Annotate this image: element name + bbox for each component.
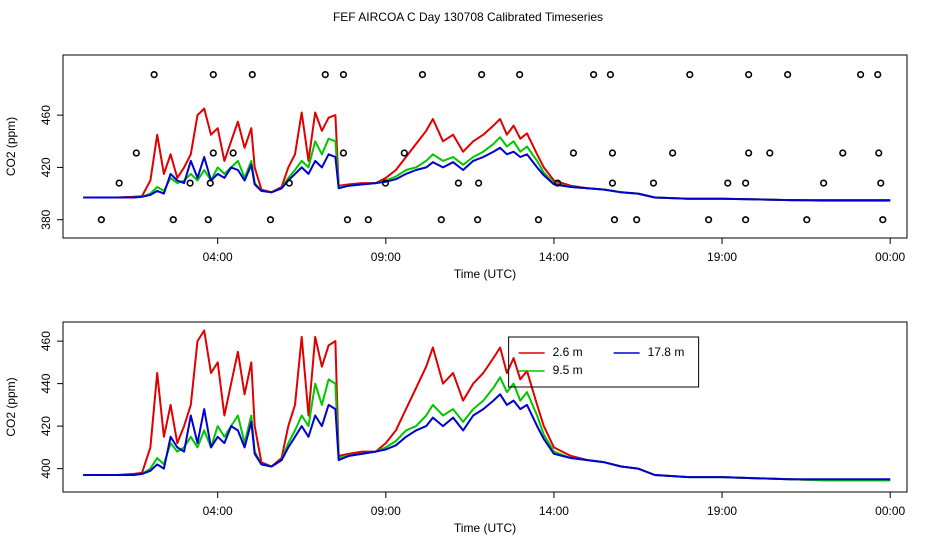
legend-box bbox=[508, 336, 700, 388]
y-tick-label: 460 bbox=[39, 105, 53, 125]
legend-label: 2.6 m bbox=[553, 345, 583, 359]
flag-point bbox=[608, 179, 617, 187]
flag-point bbox=[766, 149, 774, 157]
y-tick-label: 460 bbox=[39, 331, 53, 351]
flag-point bbox=[534, 216, 543, 224]
x-tick-label: 14:00 bbox=[539, 504, 569, 518]
flag-point bbox=[343, 216, 352, 224]
flag-point bbox=[569, 149, 578, 157]
flag-point bbox=[285, 179, 293, 187]
flag-point bbox=[474, 216, 482, 224]
x-tick-label: 09:00 bbox=[371, 250, 401, 264]
y-axis-label: CO2 (ppm) bbox=[4, 117, 18, 176]
flag-point bbox=[248, 71, 256, 79]
flag-point bbox=[820, 179, 828, 187]
flag-point bbox=[649, 179, 658, 187]
legend-label: 17.8 m bbox=[648, 345, 685, 359]
y-axis-label: CO2 (ppm) bbox=[4, 377, 18, 436]
flag-point bbox=[874, 71, 882, 79]
flag-point bbox=[475, 179, 483, 187]
flag-point bbox=[803, 216, 811, 224]
series-line bbox=[83, 136, 891, 202]
flag-point bbox=[454, 179, 463, 187]
series-line bbox=[83, 329, 891, 482]
flag-point bbox=[229, 149, 237, 157]
flag-point bbox=[784, 71, 792, 79]
y-tick-label: 420 bbox=[39, 157, 53, 177]
page-title: FEF AIRCOA C Day 130708 Calibrated Times… bbox=[333, 10, 603, 24]
flag-point bbox=[266, 216, 275, 224]
flag-point bbox=[516, 71, 524, 79]
flag-point bbox=[321, 71, 329, 79]
flag-point bbox=[554, 179, 562, 187]
flag-point bbox=[418, 71, 427, 79]
plot-frame bbox=[62, 54, 908, 239]
flag-point bbox=[478, 71, 486, 79]
y-tick-label: 400 bbox=[39, 458, 53, 478]
flag-point bbox=[209, 71, 217, 79]
flag-point bbox=[741, 216, 750, 224]
flag-point bbox=[745, 149, 753, 157]
x-tick-label: 04:00 bbox=[203, 250, 233, 264]
x-tick-label: 19:00 bbox=[707, 504, 737, 518]
flag-point bbox=[590, 71, 598, 79]
flag-point bbox=[856, 71, 865, 79]
x-tick-label: 19:00 bbox=[707, 250, 737, 264]
flag-point bbox=[339, 71, 348, 79]
y-tick-label: 380 bbox=[39, 209, 53, 229]
flag-point bbox=[705, 216, 713, 224]
flag-point bbox=[633, 216, 641, 224]
flag-point bbox=[339, 149, 348, 157]
series-line bbox=[83, 376, 891, 482]
y-tick-label: 420 bbox=[39, 416, 53, 436]
flag-point bbox=[724, 179, 732, 187]
flag-point bbox=[875, 149, 883, 157]
flag-point bbox=[132, 149, 140, 157]
x-tick-label: 04:00 bbox=[203, 504, 233, 518]
flag-point bbox=[669, 149, 677, 157]
x-tick-label: 09:00 bbox=[371, 504, 401, 518]
x-tick-label: 00:00 bbox=[875, 250, 905, 264]
flag-point bbox=[169, 216, 177, 224]
flag-point bbox=[686, 71, 694, 79]
x-axis-label: Time (UTC) bbox=[454, 267, 516, 281]
y-tick-label: 440 bbox=[39, 373, 53, 393]
flag-point bbox=[745, 71, 753, 79]
flag-point bbox=[381, 179, 390, 187]
series-line bbox=[83, 146, 891, 202]
x-axis-label: Time (UTC) bbox=[454, 521, 516, 535]
flag-point bbox=[209, 149, 217, 157]
x-tick-label: 00:00 bbox=[875, 504, 905, 518]
flag-point bbox=[204, 216, 212, 224]
flag-point bbox=[877, 179, 885, 187]
flag-point bbox=[400, 149, 408, 157]
series-line bbox=[83, 393, 891, 481]
x-tick-label: 14:00 bbox=[539, 250, 569, 264]
flag-point bbox=[839, 149, 847, 157]
flag-point bbox=[437, 216, 445, 224]
plot-frame bbox=[62, 321, 908, 493]
flag-point bbox=[610, 216, 619, 224]
legend-label: 9.5 m bbox=[553, 363, 583, 377]
flag-point bbox=[364, 216, 372, 224]
flag-point bbox=[115, 179, 123, 187]
flag-point bbox=[879, 216, 887, 224]
flag-point bbox=[186, 179, 194, 187]
flag-point bbox=[150, 71, 158, 79]
flag-point bbox=[206, 179, 214, 187]
flag-point bbox=[606, 71, 615, 79]
flag-point bbox=[741, 179, 750, 187]
flag-point bbox=[608, 149, 617, 157]
flag-point bbox=[97, 216, 105, 224]
